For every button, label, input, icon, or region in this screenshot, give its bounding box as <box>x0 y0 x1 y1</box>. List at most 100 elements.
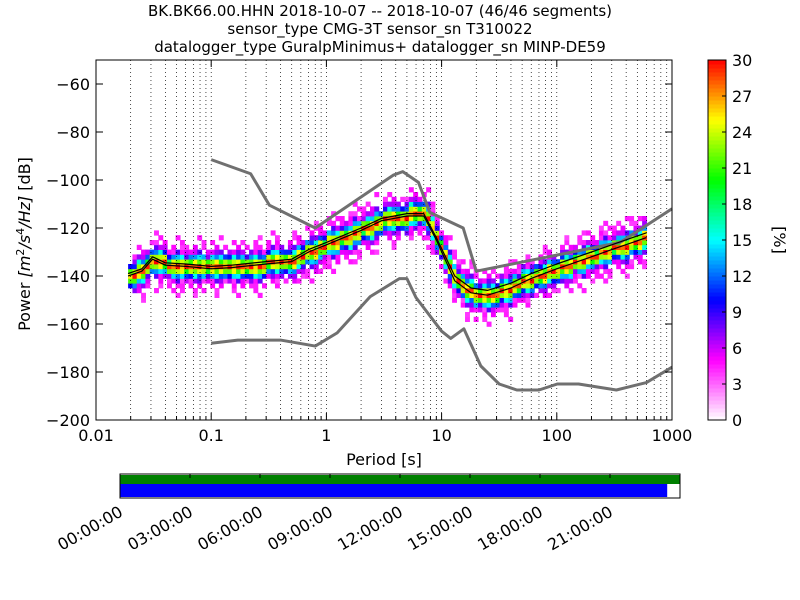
heatmap-cell <box>287 264 293 270</box>
heatmap-cell <box>473 316 479 322</box>
heatmap-cell <box>141 297 146 303</box>
colorbar-swatch <box>708 156 726 161</box>
heatmap-cell <box>413 192 419 198</box>
heatmap-cell <box>594 254 600 260</box>
heatmap-cell <box>568 273 574 279</box>
heatmap-cell <box>616 220 622 226</box>
heatmap-cell <box>270 278 276 284</box>
x-tick-label: 100 <box>542 426 573 445</box>
heatmap-cell <box>538 288 544 294</box>
heatmap-cell <box>434 220 440 226</box>
heatmap-cell <box>192 292 198 298</box>
heatmap-cell <box>253 288 259 294</box>
heatmap-cell <box>486 283 492 289</box>
heatmap-cell <box>132 278 138 284</box>
colorbar-swatch <box>708 192 726 197</box>
heatmap-cell <box>408 196 414 202</box>
heatmap-cell <box>158 268 164 274</box>
heatmap-cell <box>534 292 540 298</box>
heatmap-cell <box>175 273 181 279</box>
heatmap-cell <box>210 273 216 279</box>
x-axis-label: Period [s] <box>346 450 422 469</box>
colorbar-swatch <box>708 396 726 401</box>
heatmap-cell <box>179 240 185 246</box>
heatmap-cell <box>465 316 470 322</box>
heatmap-cell <box>365 216 371 222</box>
heatmap-cell <box>434 216 440 222</box>
heatmap-cell <box>287 268 293 274</box>
heatmap-cell <box>382 201 388 207</box>
heatmap-cell <box>551 278 557 284</box>
heatmap-cell <box>179 273 185 279</box>
heatmap-cell <box>214 278 220 284</box>
heatmap-cell <box>404 216 410 222</box>
timeline-label: 21:00:00 <box>544 502 616 554</box>
heatmap-cell <box>192 273 198 279</box>
heatmap-cell <box>460 302 466 308</box>
heatmap-cell <box>477 307 483 313</box>
heatmap-cell <box>551 268 557 274</box>
heatmap-cell <box>434 235 440 241</box>
heatmap-cell <box>624 216 630 222</box>
heatmap-cell <box>529 283 535 289</box>
y-tick-label: −200 <box>46 411 90 430</box>
colorbar-swatch <box>708 68 726 73</box>
heatmap-cell <box>154 254 159 260</box>
heatmap-cell <box>365 240 371 246</box>
heatmap-cell <box>564 268 570 274</box>
heatmap-cell <box>499 278 505 284</box>
heatmap-cell <box>305 244 311 250</box>
heatmap-cell <box>370 211 375 217</box>
heatmap-cell <box>585 273 591 279</box>
heatmap-cell <box>218 235 224 241</box>
heatmap-cell <box>292 259 298 265</box>
heatmap-cell <box>482 278 488 284</box>
heatmap-cell <box>607 240 613 246</box>
heatmap-cell <box>620 244 626 250</box>
heatmap-cell <box>430 216 436 222</box>
heatmap-cell <box>598 259 604 265</box>
heatmap-cell <box>370 220 375 226</box>
heatmap-cell <box>633 244 639 250</box>
heatmap-cell <box>486 288 492 294</box>
colorbar-swatch <box>708 260 726 265</box>
heatmap-cell <box>154 230 159 236</box>
heatmap-cell <box>357 230 362 236</box>
x-tick-label: 1000 <box>652 426 693 445</box>
heatmap-cell <box>525 288 531 294</box>
heatmap-cell <box>192 249 198 255</box>
heatmap-cell <box>430 249 436 255</box>
heatmap-cell <box>382 225 388 231</box>
heatmap-cell <box>184 278 190 284</box>
heatmap-cell <box>542 244 548 250</box>
new-high-noise-model-line <box>210 158 673 273</box>
heatmap-cell <box>253 283 259 289</box>
heatmap-cell <box>201 264 207 270</box>
heatmap-cell <box>296 264 302 270</box>
heatmap-cell <box>154 249 159 255</box>
heatmap-cell <box>486 297 492 303</box>
heatmap-cell <box>313 220 319 226</box>
heatmap-cell <box>542 273 548 279</box>
heatmap-cell <box>508 268 514 274</box>
colorbar-swatch <box>708 380 726 385</box>
heatmap-cell <box>292 235 298 241</box>
heatmap-cell <box>594 240 600 246</box>
heatmap-cell <box>585 254 591 260</box>
heatmap-cell <box>542 259 548 265</box>
heatmap-cell <box>430 201 436 207</box>
heatmap-cell <box>503 307 509 313</box>
heatmap-cell <box>270 273 276 279</box>
heatmap-cell <box>413 220 419 226</box>
heatmap-cell <box>564 278 570 284</box>
heatmap-cell <box>348 244 354 250</box>
heatmap-cell <box>154 288 159 294</box>
heatmap-cell <box>525 283 531 289</box>
heatmap-cell <box>279 259 285 265</box>
heatmap-cell <box>629 259 635 265</box>
colorbar-tick-label: 15 <box>732 231 752 250</box>
heatmap-cell <box>503 297 509 303</box>
heatmap-cell <box>322 259 328 265</box>
heatmap-cell <box>581 268 587 274</box>
heatmap-cell <box>387 220 393 226</box>
